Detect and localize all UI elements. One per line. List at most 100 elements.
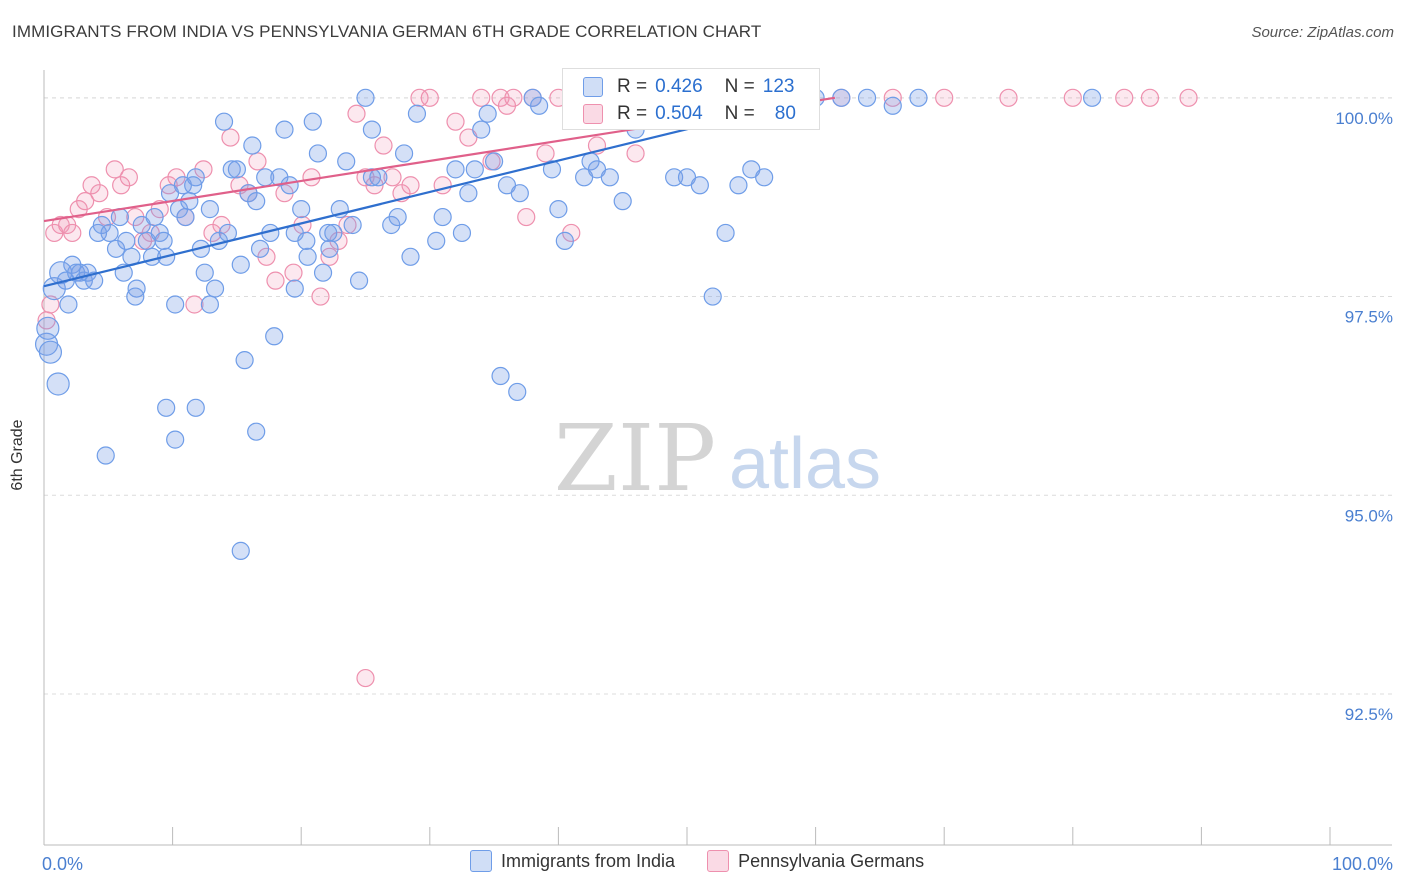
penn-point [221,128,240,147]
penn-point [536,144,555,163]
india-point [510,184,529,203]
india-point [126,287,145,306]
india-point [117,231,136,250]
india-point [857,88,877,107]
india-point [755,168,774,187]
y-tick-label: 100.0% [1335,109,1393,128]
india-point [154,231,173,250]
india-point [472,120,491,139]
india-point [549,200,568,219]
india-point [459,184,478,203]
india-point [231,255,250,274]
y-tick-label: 95.0% [1345,506,1393,525]
india-point [280,176,299,195]
india-point [555,231,574,250]
x-tick-label-max: 100.0% [1332,854,1393,874]
india-point [231,541,250,560]
india-point [427,231,446,250]
india-point [542,160,562,179]
penn-point [999,88,1018,107]
india-point [85,271,104,290]
penn-point [1140,88,1160,107]
india-point [214,112,234,131]
india-point [186,168,205,187]
penn-point [472,88,491,107]
india-point [200,295,219,314]
india-point [250,239,270,258]
india-point [320,239,339,258]
india-point [180,192,199,211]
legend-item-penn[interactable]: Pennsylvania Germans [707,850,924,872]
penn-point [935,88,954,107]
india-point [319,223,338,243]
india-point [665,168,684,187]
india-point [508,382,527,402]
india-point [247,422,266,441]
india-point [46,372,70,396]
penn-point [311,287,330,306]
penn-point [1115,88,1134,107]
stats-swatch-penn [583,104,603,124]
penn-point [76,192,95,211]
x-tick-label-min: 0.0% [42,854,83,874]
india-point [298,247,317,266]
india-point [613,192,632,211]
penn-point [497,96,517,115]
tick-labels: 100.0% 97.5% 95.0% 92.5% 0.0% 100.0% [42,109,1393,874]
india-point [465,160,484,179]
legend: Immigrants from India Pennsylvania Germa… [470,850,956,872]
india-point [407,104,427,123]
penn-point [410,88,429,107]
source-label: Source: ZipAtlas.com [1251,24,1394,41]
axes [43,70,1392,846]
legend-swatch-india [470,850,492,872]
penn-point [420,88,439,107]
legend-item-india[interactable]: Immigrants from India [470,850,675,872]
india-point [690,176,709,195]
stats-row-india: R = 0.426 N = 123 [583,74,794,100]
n-value-penn: 80 [774,103,796,124]
india-point [166,295,185,314]
r-label-india: R = [617,76,648,97]
penn-point [63,223,82,243]
penn-point [1063,88,1082,107]
penn-point [41,295,60,314]
india-point [1082,88,1102,107]
india-point [285,279,304,298]
legend-label-penn: Pennsylvania Germans [738,850,925,871]
india-point [235,351,254,370]
india-point [446,160,465,179]
india-point [176,207,195,227]
r-label-penn: R = [617,103,648,124]
penn-point [374,136,393,155]
india-point [303,112,322,131]
india-point [292,200,311,219]
india-point [433,207,452,227]
india-point [166,430,185,449]
india-point [349,271,369,290]
india-point [96,446,115,465]
india-point [195,263,214,282]
india-point [452,223,472,243]
india-point [909,88,928,107]
chart-title: IMMIGRANTS FROM INDIA VS PENNSYLVANIA GE… [12,22,762,41]
india-point [247,192,266,211]
india-point [362,120,382,139]
india-point [343,215,362,235]
india-point [265,327,284,346]
india-point [313,263,333,282]
india-point [883,96,902,115]
india-point [324,223,343,243]
penn-point [383,168,402,187]
penn-point [90,184,109,203]
watermark: ZIP atlas [554,405,881,512]
india-point [157,398,176,417]
india-point [36,316,60,340]
india-point [716,223,735,243]
india-point [297,231,316,250]
penn-point [446,112,465,131]
penn-point [266,271,285,290]
india-point [729,176,748,195]
penn-point [302,168,321,187]
